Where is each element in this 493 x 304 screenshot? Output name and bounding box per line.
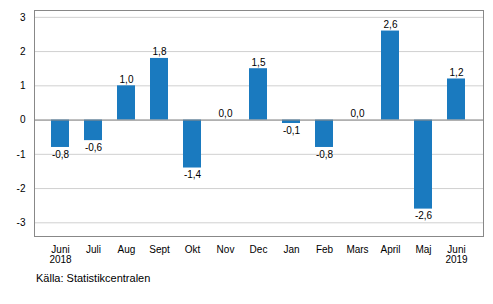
svg-text:Juni2019: Juni2019 xyxy=(445,244,468,265)
svg-text:1,2: 1,2 xyxy=(450,67,464,78)
svg-text:Okt: Okt xyxy=(185,244,201,255)
svg-text:-0,8: -0,8 xyxy=(52,149,70,160)
svg-text:1: 1 xyxy=(20,80,26,91)
svg-text:Nov: Nov xyxy=(217,244,235,255)
svg-text:Juni2018: Juni2018 xyxy=(49,244,72,265)
svg-text:Aug: Aug xyxy=(118,244,136,255)
svg-text:-0,1: -0,1 xyxy=(283,125,301,136)
svg-text:-1: -1 xyxy=(17,149,26,160)
svg-text:Sept: Sept xyxy=(149,244,170,255)
html-text:Källa: Statistikcentralen: Källa: Statistikcentralen xyxy=(36,272,151,284)
svg-text:April: April xyxy=(380,244,400,255)
svg-text:Maj: Maj xyxy=(415,244,431,255)
svg-text:2,6: 2,6 xyxy=(384,19,398,30)
svg-text:Mars: Mars xyxy=(346,244,368,255)
svg-text:1,5: 1,5 xyxy=(252,57,266,68)
svg-text:Jan: Jan xyxy=(283,244,299,255)
svg-text:-2: -2 xyxy=(17,183,26,194)
svg-text:0,0: 0,0 xyxy=(219,108,233,119)
svg-text:0: 0 xyxy=(20,114,26,125)
svg-text:Feb: Feb xyxy=(316,244,334,255)
svg-text:2: 2 xyxy=(20,46,26,57)
svg-text:0,0: 0,0 xyxy=(351,108,365,119)
svg-text:-0,8: -0,8 xyxy=(316,149,334,160)
svg-text:Juli: Juli xyxy=(86,244,101,255)
svg-text:1,0: 1,0 xyxy=(120,74,134,85)
svg-text:1,8: 1,8 xyxy=(153,46,167,57)
svg-text:Dec: Dec xyxy=(250,244,268,255)
svg-text:-3: -3 xyxy=(17,217,26,228)
svg-text:3: 3 xyxy=(20,12,26,23)
svg-text:-1,4: -1,4 xyxy=(184,169,202,180)
svg-text:-2,6: -2,6 xyxy=(415,210,433,221)
svg-text:-0,6: -0,6 xyxy=(85,142,103,153)
